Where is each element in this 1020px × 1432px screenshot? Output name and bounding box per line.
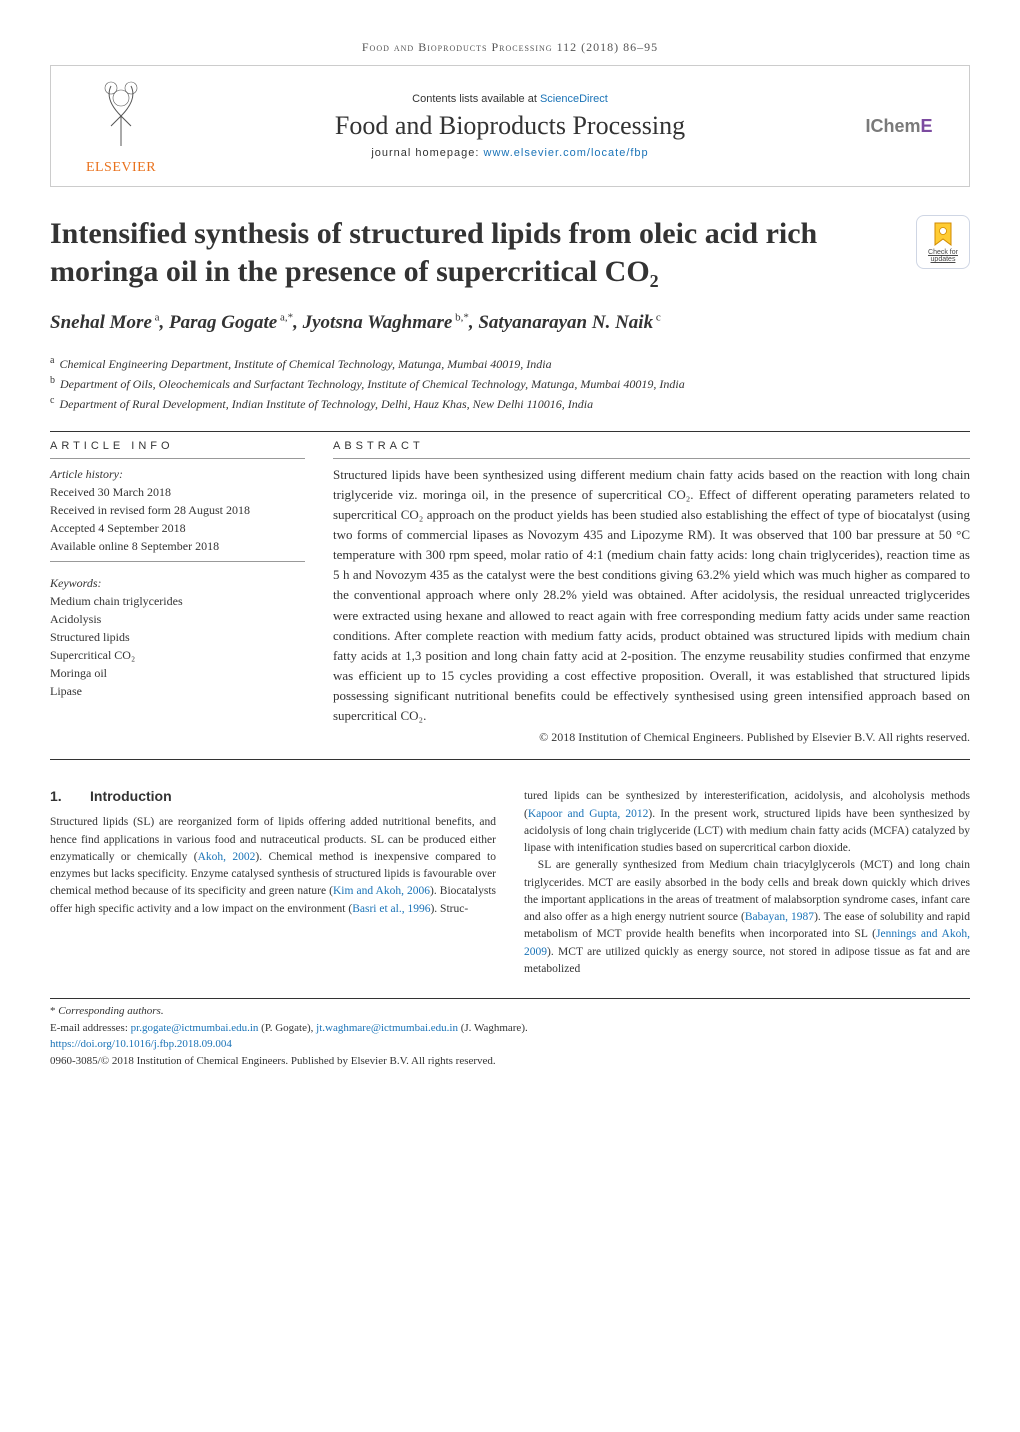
affil-text-c: Department of Rural Development, Indian … [59,397,593,411]
affil-sup-a: a [50,355,54,366]
abstract-copyright: © 2018 Institution of Chemical Engineers… [333,730,970,745]
contents-available-line: Contents lists available at ScienceDirec… [412,93,608,105]
history-revised: Received in revised form 28 August 2018 [50,501,305,519]
check-updates-label: Check for updates [917,249,969,263]
divider-info-top [50,458,305,459]
article-info-label: ARTICLE INFO [50,440,305,452]
email-name-1: (P. Gogate), [258,1022,316,1034]
history-label: Article history: [50,465,305,483]
keyword-2: Acidolysis [50,610,305,628]
intro-right-p1: tured lipids can be synthesized by inter… [524,788,970,857]
email-link-1[interactable]: pr.gogate@ictmumbai.edu.in [131,1022,259,1034]
journal-homepage-line: journal homepage: www.elsevier.com/locat… [371,147,648,159]
keyword-5: Moringa oil [50,664,305,682]
article-title: Intensified synthesis of structured lipi… [50,215,904,290]
keywords-block: Keywords: Medium chain triglycerides Aci… [50,574,305,700]
divider-after-abstract [50,759,970,760]
email-prefix: E-mail addresses: [50,1022,131,1034]
divider-top [50,431,970,432]
keywords-label: Keywords: [50,574,305,592]
affil-text-a: Chemical Engineering Department, Institu… [59,357,551,371]
email-link-2[interactable]: jt.waghmare@ictmumbai.edu.in [316,1022,458,1034]
affiliation-b: b Department of Oils, Oleochemicals and … [50,373,970,393]
sciencedirect-link[interactable]: ScienceDirect [540,93,608,105]
section-1-title: Introduction [90,788,172,804]
section-1-heading: 1.Introduction [50,788,496,804]
divider-info-mid [50,561,305,562]
history-online: Available online 8 September 2018 [50,537,305,555]
keyword-6: Lipase [50,682,305,700]
journal-banner: ELSEVIER Contents lists available at Sci… [50,65,970,187]
journal-homepage-link[interactable]: www.elsevier.com/locate/fbp [484,147,649,159]
affiliation-c: c Department of Rural Development, India… [50,393,970,413]
affiliations: a Chemical Engineering Department, Insti… [50,353,970,413]
elsevier-logo-block: ELSEVIER [51,66,191,186]
icheme-logo-block: IChemE [829,66,969,186]
authors-line: Snehal More a, Parag Gogate a,*, Jyotsna… [50,310,970,337]
history-received: Received 30 March 2018 [50,483,305,501]
doi-link[interactable]: https://doi.org/10.1016/j.fbp.2018.09.00… [50,1038,232,1050]
affil-text-b: Department of Oils, Oleochemicals and Su… [60,377,685,391]
corresponding-label: Corresponding authors. [58,1005,163,1017]
keyword-4: Supercritical CO₂ [50,646,305,664]
abstract-label: ABSTRACT [333,440,970,452]
email-line: E-mail addresses: pr.gogate@ictmumbai.ed… [50,1020,970,1037]
issn-copyright-line: 0960-3085/© 2018 Institution of Chemical… [50,1053,970,1070]
affil-sup-b: b [50,375,55,386]
article-history: Article history: Received 30 March 2018 … [50,465,305,555]
icheme-text-right: E [921,116,933,136]
section-1-num: 1. [50,788,90,804]
affiliation-a: a Chemical Engineering Department, Insti… [50,353,970,373]
divider-abstract-top [333,458,970,459]
keyword-3: Structured lipids [50,628,305,646]
intro-left-p1: Structured lipids (SL) are reorganized f… [50,814,496,918]
intro-left-text: Structured lipids (SL) are reorganized f… [50,814,496,918]
icheme-text-left: IChem [865,116,920,136]
intro-right-text: tured lipids can be synthesized by inter… [524,788,970,978]
running-head: Food and Bioproducts Processing 112 (201… [50,40,970,55]
check-updates-badge[interactable]: Check for updates [916,215,970,269]
contents-prefix: Contents lists available at [412,93,540,105]
bookmark-icon [932,221,954,247]
elsevier-label: ELSEVIER [81,160,161,176]
abstract-text: Structured lipids have been synthesized … [333,465,970,727]
elsevier-tree-icon [81,76,161,156]
affil-sup-c: c [50,395,54,406]
keyword-1: Medium chain triglycerides [50,592,305,610]
corresponding-authors-line: * Corresponding authors. [50,1003,970,1020]
history-accepted: Accepted 4 September 2018 [50,519,305,537]
intro-right-p2: SL are generally synthesized from Medium… [524,857,970,978]
journal-name: Food and Bioproducts Processing [335,111,685,141]
homepage-prefix: journal homepage: [371,147,483,159]
email-name-2: (J. Waghmare). [458,1022,528,1034]
footnotes: * Corresponding authors. E-mail addresse… [50,998,970,1069]
